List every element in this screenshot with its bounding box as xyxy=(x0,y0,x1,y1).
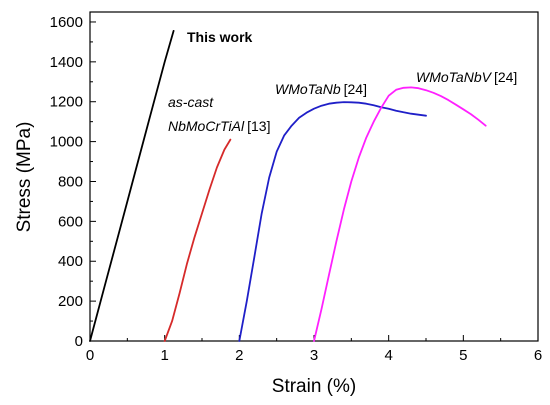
annotation-wmotanbv-name: WMoTaNbV xyxy=(416,69,493,85)
annotation-this-work: This work xyxy=(187,29,253,45)
x-tick-label: 3 xyxy=(310,347,318,364)
y-tick-label: 600 xyxy=(58,213,83,230)
y-tick-label: 800 xyxy=(58,173,83,190)
annotation-nbmocrtial-name: NbMoCrTiAl xyxy=(168,118,245,134)
y-tick-label: 1000 xyxy=(50,134,83,151)
y-axis-title: Stress (MPa) xyxy=(14,122,35,233)
x-tick-label: 2 xyxy=(235,347,243,364)
annotation-wmotanbv: WMoTaNbV [24] xyxy=(416,69,517,85)
annotation-wmotanb-name: WMoTaNb xyxy=(275,81,341,97)
y-tick-label: 1200 xyxy=(50,94,83,111)
series-line-0 xyxy=(90,31,174,341)
y-tick-label: 200 xyxy=(58,293,83,310)
x-tick-label: 1 xyxy=(160,347,168,364)
y-tick-label: 0 xyxy=(75,333,83,350)
y-tick-label: 400 xyxy=(58,253,83,270)
x-tick-label: 4 xyxy=(384,347,392,364)
x-tick-label: 5 xyxy=(459,347,467,364)
series-line-1 xyxy=(165,140,231,341)
annotation-as-cast: as-cast xyxy=(168,94,214,110)
x-tick-label: 6 xyxy=(534,347,542,364)
x-tick-label: 0 xyxy=(86,347,94,364)
annotation-wmotanb-ref: [24] xyxy=(344,81,367,97)
annotation-nbmocrtial-ref: [13] xyxy=(247,118,270,134)
axis-ticks: 0 1 2 3 4 5 6 0 200 400 600 800 1000 1200 1400 1600 xyxy=(50,14,543,364)
annotation-wmotanb: WMoTaNb [24] xyxy=(275,81,367,97)
plot-frame xyxy=(90,12,538,341)
annotation-wmotanbv-ref: [24] xyxy=(494,69,517,85)
y-tick-label: 1400 xyxy=(50,54,83,71)
series-line-3 xyxy=(314,87,486,341)
series-line-2 xyxy=(239,102,426,341)
annotation-nbmocrtial: NbMoCrTiAl [13] xyxy=(168,118,270,134)
y-tick-label: 1600 xyxy=(50,14,83,31)
x-axis-title: Strain (%) xyxy=(272,376,356,397)
